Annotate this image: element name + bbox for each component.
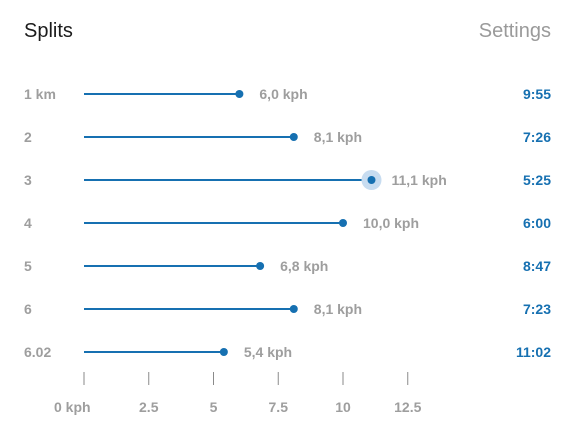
split-time: 9:55 (523, 86, 551, 102)
split-row[interactable]: 3 11,1 kph 5:25 (24, 170, 551, 190)
split-point (235, 90, 244, 98)
split-row[interactable]: 1 km 6,0 kph 9:55 (24, 86, 551, 102)
split-label: 2 (24, 129, 32, 145)
split-time: 7:26 (523, 129, 551, 145)
split-time: 11:02 (516, 344, 551, 360)
speed-label: 10,0 kph (363, 215, 419, 231)
split-point (367, 176, 376, 184)
split-row[interactable]: 6 8,1 kph 7:23 (24, 301, 551, 317)
split-label: 3 (24, 172, 32, 188)
speed-label: 8,1 kph (314, 301, 362, 317)
split-time: 5:25 (523, 172, 551, 188)
speed-label: 11,1 kph (391, 172, 446, 188)
speed-label: 8,1 kph (314, 129, 362, 145)
split-row[interactable]: 2 8,1 kph 7:26 (24, 129, 551, 145)
speed-label: 5,4 kph (244, 344, 292, 360)
split-label: 1 km (24, 86, 56, 102)
split-label: 6.02 (24, 344, 51, 360)
settings-button[interactable]: Settings (478, 20, 551, 42)
split-time: 6:00 (523, 215, 551, 231)
split-point (256, 262, 265, 270)
x-axis-tick-label: 12.5 (394, 399, 421, 415)
split-point (219, 348, 228, 356)
split-row[interactable]: 5 6,8 kph 8:47 (24, 258, 551, 274)
split-time: 7:23 (523, 301, 551, 317)
split-row[interactable]: 4 10,0 kph 6:00 (24, 215, 551, 231)
split-point (289, 305, 298, 313)
x-axis-tick-label: 2.5 (139, 399, 159, 415)
speed-label: 6,0 kph (259, 86, 307, 102)
split-row[interactable]: 6.02 5,4 kph 11:02 (24, 344, 551, 360)
split-time: 8:47 (523, 258, 551, 274)
x-axis-tick-label: 10 (335, 399, 351, 415)
split-label: 6 (24, 301, 32, 317)
split-label: 5 (24, 258, 32, 274)
split-point (339, 219, 347, 227)
split-label: 4 (24, 215, 32, 231)
page-title: Splits (24, 20, 73, 42)
x-axis-tick-label: 5 (210, 399, 218, 415)
split-point (289, 133, 298, 141)
speed-label: 6,8 kph (280, 258, 328, 274)
x-axis-tick-label: 7.5 (269, 399, 289, 415)
x-axis-tick-label: 0 kph (54, 399, 91, 415)
